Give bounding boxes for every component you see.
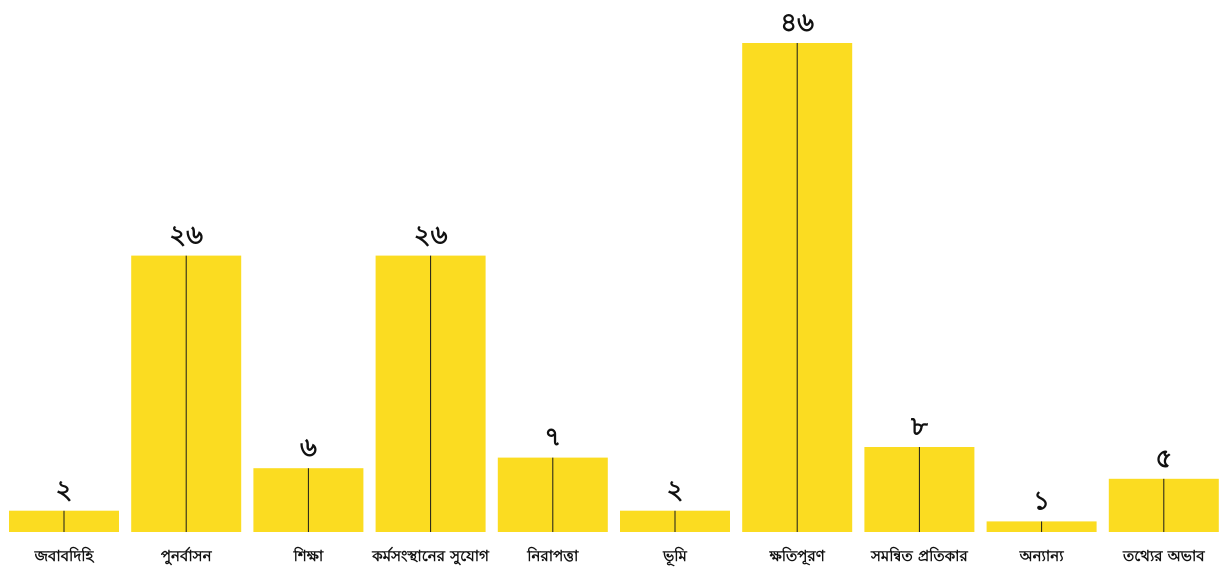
data-label-8: ১ <box>1033 486 1050 516</box>
category-label-4: নিরাপত্তা <box>526 546 579 565</box>
data-label-5: ২ <box>667 476 684 506</box>
data-label-9: ৫ <box>1155 444 1172 474</box>
data-label-1: ২৬ <box>169 221 203 251</box>
category-label-9: তথ্যের অভাব <box>1122 547 1205 565</box>
category-label-5: ভূমি <box>662 546 687 567</box>
data-label-4: ৭ <box>544 423 561 453</box>
data-label-2: ৬ <box>300 433 317 463</box>
category-label-7: সমন্বিত প্রতিকার <box>870 546 969 565</box>
category-label-2: শিক্ষা <box>293 546 324 565</box>
data-label-3: ২৬ <box>414 221 448 251</box>
category-label-8: অন্যান্য <box>1019 547 1065 565</box>
data-label-0: ২ <box>56 476 73 506</box>
data-label-7: ৮ <box>910 412 929 442</box>
data-label-6: ৪৬ <box>780 8 814 38</box>
category-label-0: জবাবদিহি <box>34 546 95 565</box>
category-label-1: পুনর্বাসন <box>161 546 213 565</box>
category-label-6: ক্ষতিপূরণ <box>769 546 826 567</box>
category-label-3: কর্মসংস্থানের সুযোগ <box>371 546 490 565</box>
